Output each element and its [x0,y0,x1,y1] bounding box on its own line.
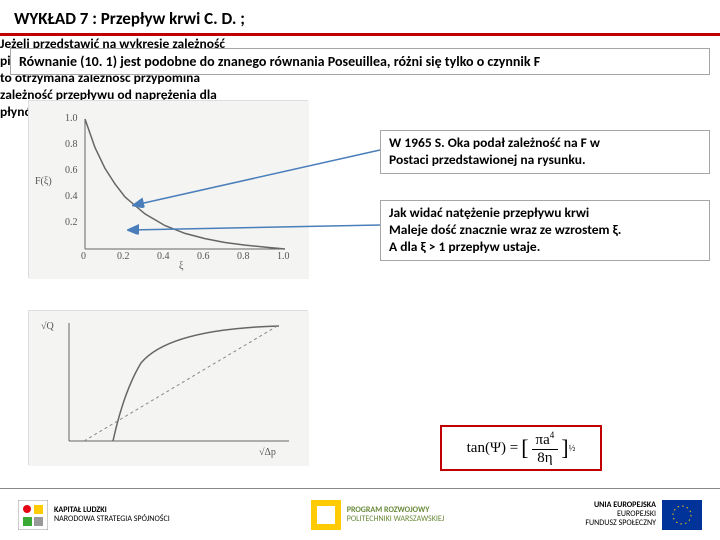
formula-lhs: tan(Ψ) = [467,440,519,457]
box2-l1: Jak widać natężenie przepływu krwi [389,205,701,222]
formula-tan-psi: tan(Ψ) = [ πa4 8η ]½ [440,425,602,471]
footer-left-t2: NARODOWA STRATEGIA SPÓJNOŚCI [54,515,170,524]
text-box-flow: Jak widać natężenie przepływu krwi Malej… [380,200,710,261]
formula-den: 8η [532,450,559,467]
eu-flag-icon [662,500,702,530]
pr-icon [311,500,341,530]
formula-num-sup: 4 [550,430,555,440]
logo-kapital-ludzki: KAPITAŁ LUDZKI NARODOWA STRATEGIA SPÓJNO… [18,500,170,530]
box1-l1: W 1965 S. Oka podał zależność na F w [389,135,701,152]
box1-l2: Postaci przedstawionej na rysunku. [389,152,701,169]
text-box-oka: W 1965 S. Oka podał zależność na F w Pos… [380,130,710,174]
pointer-arrows [0,0,720,540]
logo-program-rozwojowy: PROGRAM ROZWOJOWY POLITECHNIKI WARSZAWSK… [311,500,445,530]
box2-l3: A dla ξ > 1 przepływ ustaje. [389,239,701,256]
box2-l2: Maleje dość znacznie wraz ze wzrostem ξ. [389,222,701,239]
logo-eu: UNIA EUROPEJSKA EUROPEJSKI FUNDUSZ SPOŁE… [585,500,702,530]
kl-icon [18,500,48,530]
formula-exp: ½ [569,443,576,453]
footer-mid-t2: POLITECHNIKI WARSZAWSKIEJ [347,515,445,524]
footer-right-t3: FUNDUSZ SPOŁECZNY [585,519,656,528]
footer-bar: KAPITAŁ LUDZKI NARODOWA STRATEGIA SPÓJNO… [0,488,720,540]
formula-num: πa [536,432,550,448]
